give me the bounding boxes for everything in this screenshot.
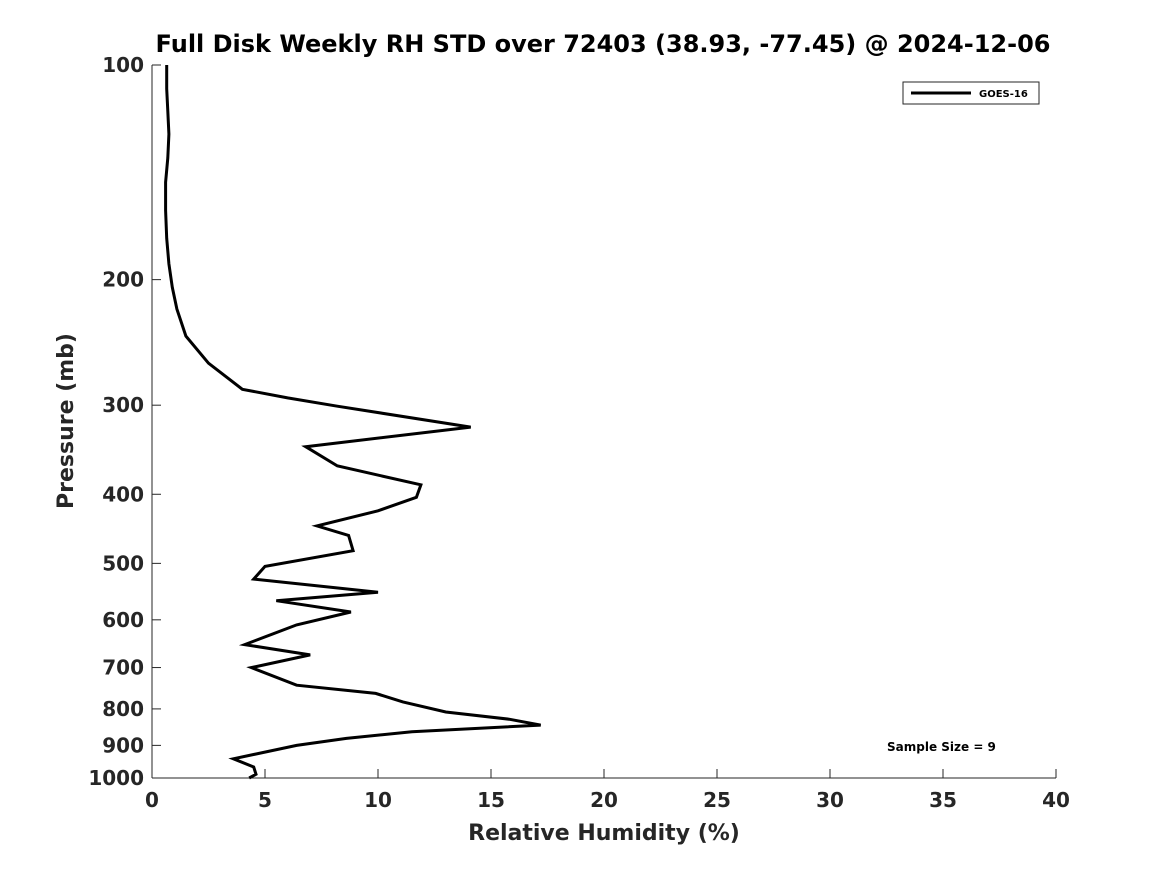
- y-tick-label: 700: [102, 656, 144, 680]
- x-tick-label: 15: [477, 788, 505, 812]
- y-tick-label: 600: [102, 608, 144, 632]
- series-line-goes-16: [164, 65, 541, 780]
- x-axis-label: Relative Humidity (%): [468, 821, 740, 846]
- y-tick-label: 800: [102, 697, 144, 721]
- sample-size-annotation: Sample Size = 9: [887, 740, 996, 754]
- legend-label: GOES-16: [979, 89, 1028, 100]
- x-tick-label: 5: [258, 788, 272, 812]
- y-tick-label: 200: [102, 268, 144, 292]
- y-tick-label: 300: [102, 393, 144, 417]
- y-tick-label: 500: [102, 551, 144, 575]
- series-group: [164, 65, 541, 780]
- y-tick-label: 900: [102, 733, 144, 757]
- y-tick-label: 400: [102, 482, 144, 506]
- x-tick-label: 20: [590, 788, 618, 812]
- plot-axes: [151, 65, 1056, 779]
- chart-title: Full Disk Weekly RH STD over 72403 (38.9…: [156, 30, 1051, 58]
- y-axis-label: Pressure (mb): [54, 333, 79, 509]
- x-tick-label: 35: [929, 788, 957, 812]
- x-tick-label: 40: [1042, 788, 1070, 812]
- x-tick-label: 25: [703, 788, 731, 812]
- y-tick-label: 100: [102, 53, 144, 77]
- y-ticks: 100 200 300 400 500 600 700 800 900 1000: [88, 53, 161, 790]
- x-tick-label: 0: [145, 788, 159, 812]
- x-tick-label: 30: [816, 788, 844, 812]
- x-tick-label: 10: [364, 788, 392, 812]
- legend: GOES-16: [902, 81, 1040, 105]
- y-tick-label: 1000: [88, 766, 144, 790]
- x-ticks: 0 5 10 15 20 25 30 35 40: [145, 769, 1070, 812]
